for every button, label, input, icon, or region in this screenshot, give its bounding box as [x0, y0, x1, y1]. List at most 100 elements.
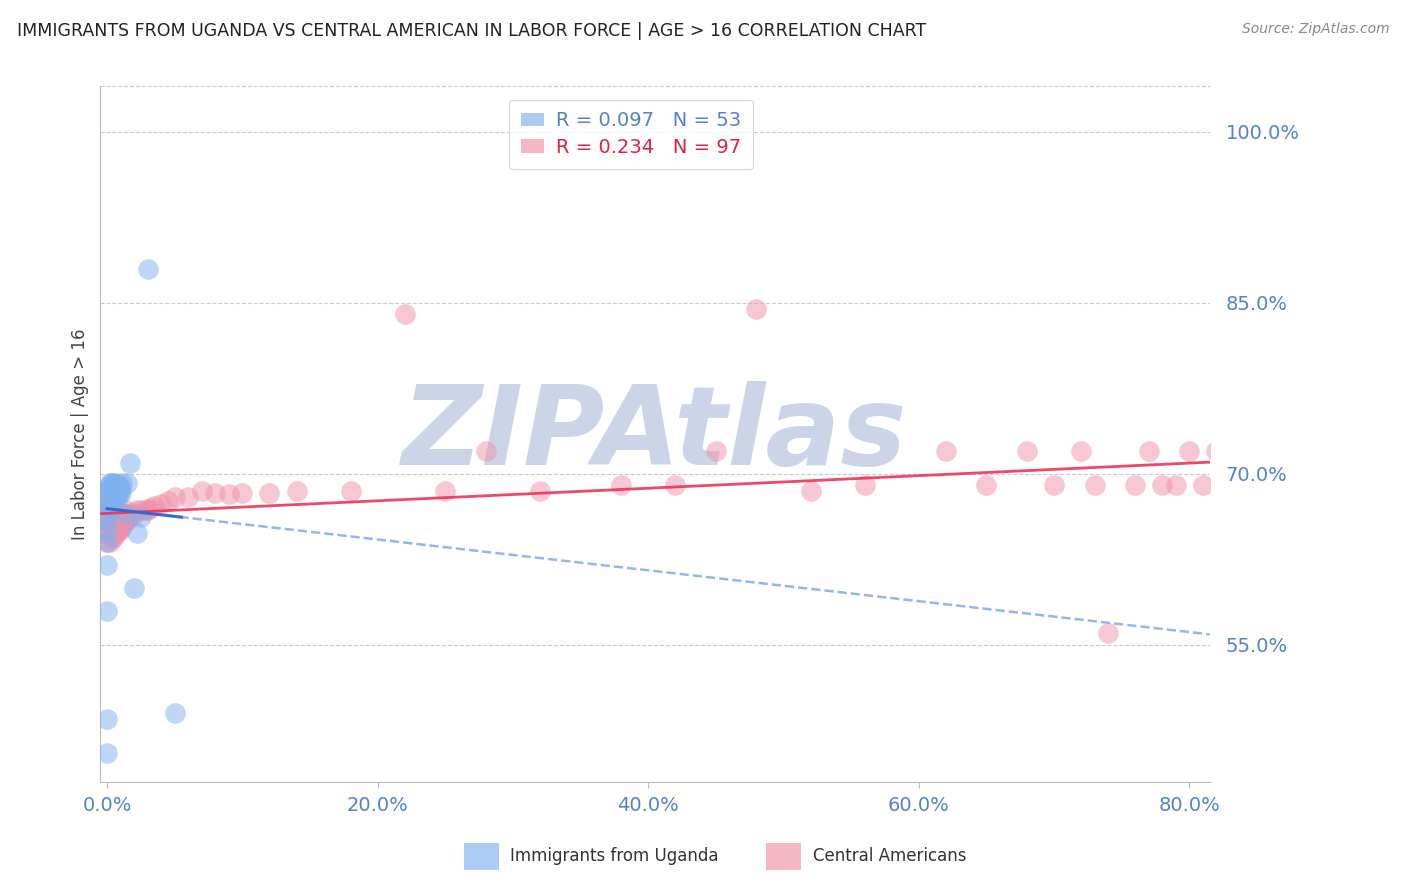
Point — [114, 515, 136, 529]
Point — [97, 524, 120, 538]
Point — [136, 261, 159, 276]
Point — [103, 486, 125, 500]
Point — [103, 483, 125, 498]
Point — [103, 490, 125, 504]
Point — [139, 501, 162, 516]
Point — [120, 456, 142, 470]
Point — [100, 481, 122, 495]
Point — [1192, 478, 1215, 492]
Legend: R = 0.097   N = 53, R = 0.234   N = 97: R = 0.097 N = 53, R = 0.234 N = 97 — [509, 100, 752, 169]
Point — [103, 515, 125, 529]
Point — [101, 530, 124, 544]
Point — [104, 486, 127, 500]
Point — [115, 512, 138, 526]
Point — [1123, 478, 1146, 492]
Point — [1232, 444, 1254, 458]
Point — [339, 483, 361, 498]
Point — [96, 712, 118, 726]
Point — [121, 506, 143, 520]
Point — [103, 522, 125, 536]
Point — [96, 495, 118, 509]
Point — [100, 487, 122, 501]
Point — [96, 535, 118, 549]
Point — [96, 604, 118, 618]
Point — [125, 526, 148, 541]
Point — [104, 510, 127, 524]
Point — [434, 483, 457, 498]
Point — [143, 499, 166, 513]
Point — [105, 486, 128, 500]
Point — [104, 503, 127, 517]
Point — [101, 491, 124, 506]
Point — [177, 490, 200, 504]
Point — [231, 486, 253, 500]
Point — [96, 501, 118, 516]
Point — [107, 478, 129, 492]
Point — [110, 522, 132, 536]
Point — [107, 490, 129, 504]
Point — [105, 524, 128, 538]
Point — [1205, 444, 1227, 458]
Point — [110, 486, 132, 500]
Point — [108, 478, 131, 492]
Point — [101, 483, 124, 498]
Point — [98, 518, 121, 533]
Point — [108, 524, 131, 538]
Point — [100, 507, 122, 521]
Point — [114, 507, 136, 521]
Point — [163, 490, 186, 504]
Point — [96, 512, 118, 526]
Point — [103, 507, 125, 521]
Point — [129, 503, 152, 517]
Point — [101, 518, 124, 533]
Point — [664, 478, 686, 492]
Point — [114, 507, 136, 521]
Point — [475, 444, 498, 458]
Point — [935, 444, 957, 458]
Point — [976, 478, 998, 492]
Point — [394, 307, 416, 321]
Point — [100, 490, 122, 504]
Point — [100, 483, 122, 498]
Point — [96, 535, 118, 549]
Point — [105, 478, 128, 492]
Point — [96, 487, 118, 501]
Point — [1152, 478, 1174, 492]
Text: Source: ZipAtlas.com: Source: ZipAtlas.com — [1241, 22, 1389, 37]
Point — [218, 487, 240, 501]
Point — [204, 486, 226, 500]
Point — [108, 516, 131, 530]
Point — [115, 503, 138, 517]
Point — [96, 558, 118, 573]
Point — [120, 508, 142, 522]
Text: Immigrants from Uganda: Immigrants from Uganda — [510, 847, 718, 865]
Point — [101, 481, 124, 495]
Text: Central Americans: Central Americans — [813, 847, 966, 865]
Point — [1219, 478, 1241, 492]
Point — [134, 503, 156, 517]
Point — [259, 486, 281, 500]
Point — [98, 478, 121, 492]
Point — [104, 483, 127, 497]
Point — [745, 301, 768, 316]
Point — [96, 518, 118, 533]
Point — [110, 512, 132, 526]
Point — [105, 501, 128, 516]
Point — [285, 483, 308, 498]
Point — [1097, 626, 1119, 640]
Point — [117, 512, 139, 526]
Point — [107, 515, 129, 529]
Y-axis label: In Labor Force | Age > 16: In Labor Force | Age > 16 — [72, 328, 89, 540]
Point — [101, 510, 124, 524]
Point — [96, 746, 118, 760]
Text: ZIPAtlas: ZIPAtlas — [402, 381, 908, 488]
Point — [1246, 444, 1268, 458]
Point — [96, 507, 118, 521]
Point — [111, 476, 134, 491]
Point — [110, 481, 132, 495]
Point — [105, 509, 128, 524]
Point — [118, 510, 141, 524]
Point — [101, 486, 124, 500]
Text: IMMIGRANTS FROM UGANDA VS CENTRAL AMERICAN IN LABOR FORCE | AGE > 16 CORRELATION: IMMIGRANTS FROM UGANDA VS CENTRAL AMERIC… — [17, 22, 927, 40]
Point — [98, 476, 121, 491]
